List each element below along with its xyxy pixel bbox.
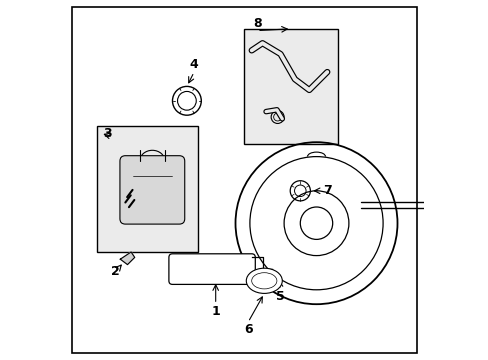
Text: 3: 3 — [103, 127, 112, 140]
Ellipse shape — [246, 268, 282, 293]
Ellipse shape — [251, 273, 276, 289]
Text: 5: 5 — [276, 291, 285, 303]
Bar — [244, 29, 337, 144]
Text: 8: 8 — [252, 17, 261, 30]
Circle shape — [201, 264, 212, 275]
Text: 1: 1 — [211, 305, 220, 318]
Bar — [97, 126, 197, 252]
Text: 4: 4 — [189, 58, 198, 71]
Circle shape — [183, 264, 194, 275]
Text: 6: 6 — [244, 323, 252, 336]
Text: 7: 7 — [322, 184, 331, 197]
Polygon shape — [120, 252, 134, 265]
FancyBboxPatch shape — [168, 254, 255, 284]
Text: 2: 2 — [110, 265, 119, 278]
FancyBboxPatch shape — [120, 156, 184, 224]
